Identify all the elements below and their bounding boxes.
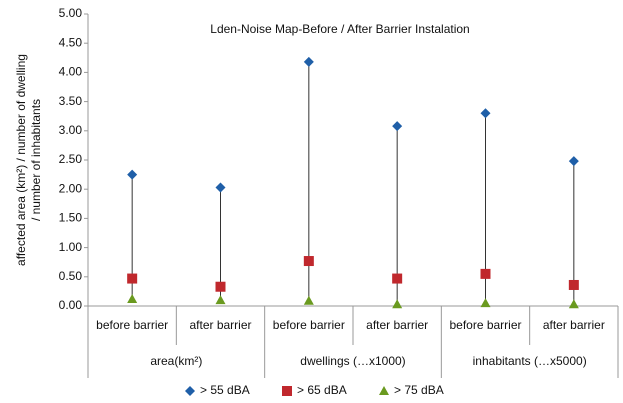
x-tick-label: before barrier	[273, 318, 345, 332]
diamond-marker	[303, 56, 314, 67]
y-tick-label: 3.50	[59, 94, 83, 108]
legend-label: > 75 dBA	[394, 383, 444, 397]
y-axis-label-line: affected area (km²) / number of dwelling	[14, 54, 28, 266]
y-tick-label: 4.50	[59, 35, 83, 49]
y-axis-label-line: / number of inhabitants	[29, 99, 43, 221]
triangle-marker	[379, 386, 389, 395]
triangle-marker	[303, 295, 314, 305]
diamond-marker	[480, 108, 491, 119]
diamond-marker	[392, 121, 403, 132]
group-label: inhabitants (…x5000)	[473, 354, 587, 368]
square-marker	[392, 273, 403, 284]
y-tick-label: 2.50	[59, 152, 83, 166]
square-marker	[127, 273, 138, 284]
group-label: area(km²)	[150, 354, 202, 368]
x-tick-label: before barrier	[449, 318, 521, 332]
y-tick-label: 4.00	[59, 65, 83, 79]
y-tick-label: 1.00	[59, 240, 83, 254]
diamond-marker	[185, 386, 195, 396]
y-tick-label: 2.00	[59, 181, 83, 195]
x-tick-label: after barrier	[543, 318, 605, 332]
y-axis-label: affected area (km²) / number of dwelling…	[14, 54, 43, 266]
y-tick-label: 3.00	[59, 123, 83, 137]
chart-title: Lden-Noise Map-Before / After Barrier In…	[210, 22, 469, 36]
triangle-marker	[127, 293, 138, 303]
square-marker	[215, 281, 226, 292]
y-tick-label: 5.00	[59, 6, 83, 20]
y-tick-label: 0.50	[59, 269, 83, 283]
y-tick-label: 0.00	[59, 298, 83, 312]
triangle-marker	[392, 299, 403, 309]
triangle-marker	[215, 295, 226, 305]
x-tick-label: after barrier	[189, 318, 251, 332]
diamond-marker	[568, 156, 579, 167]
legend-label: > 65 dBA	[297, 383, 347, 397]
square-marker	[480, 268, 491, 279]
square-marker	[282, 386, 292, 396]
x-tick-label: before barrier	[96, 318, 168, 332]
y-tick-label: 1.50	[59, 211, 83, 225]
legend-label: > 55 dBA	[200, 383, 250, 397]
diamond-marker	[127, 169, 138, 180]
triangle-marker	[568, 299, 579, 309]
x-tick-label: after barrier	[366, 318, 428, 332]
square-marker	[303, 256, 314, 267]
diamond-marker	[215, 182, 226, 193]
square-marker	[568, 279, 579, 290]
group-label: dwellings (…x1000)	[300, 354, 405, 368]
triangle-marker	[480, 298, 491, 308]
